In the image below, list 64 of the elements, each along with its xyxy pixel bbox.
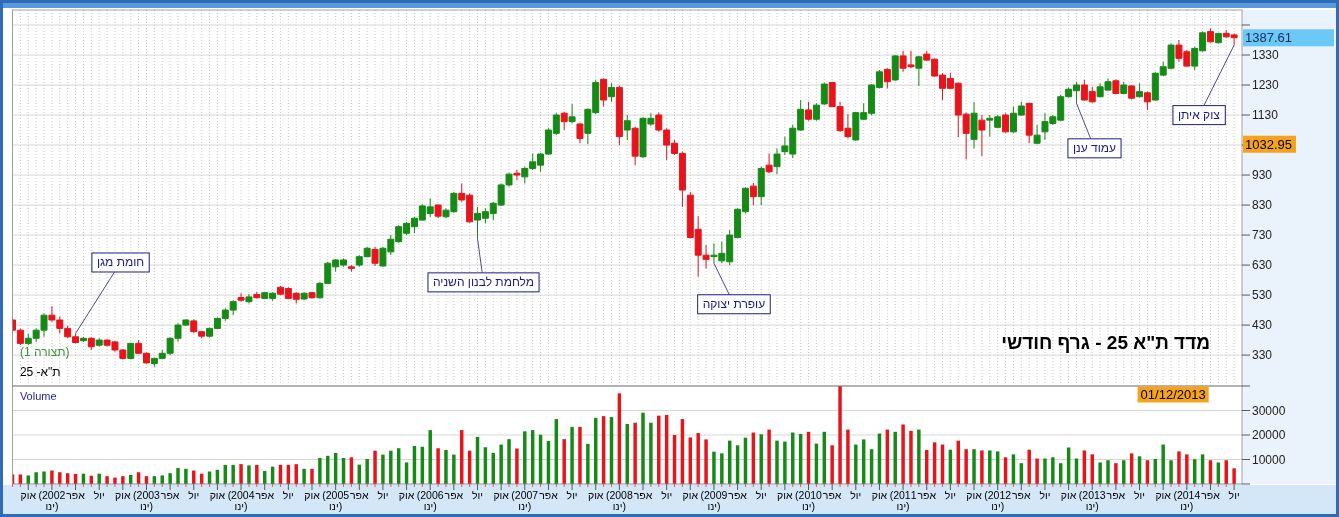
- x-tick-label: אוק: [1060, 489, 1077, 501]
- y-tick-label: 20000: [1252, 428, 1286, 442]
- annotation: חומת מגן: [96, 255, 145, 270]
- annotation: (תצורה 1): [19, 345, 70, 360]
- x-tick-label: אוק: [966, 489, 983, 501]
- y-tick-label: 930: [1252, 168, 1273, 183]
- y-tick-label: 30000: [1252, 403, 1286, 418]
- x-tick-label: אוק: [1155, 489, 1172, 501]
- x-tick-label: יול: [566, 489, 578, 501]
- x-tick-label: אפר: [1106, 489, 1126, 501]
- y-tick-label: 530: [1252, 288, 1273, 303]
- x-tick-label: יול: [188, 489, 200, 501]
- x-tick-label: אפר: [728, 489, 748, 501]
- x-tick-label: יול: [1228, 489, 1240, 501]
- x-tick-label: יול: [471, 489, 484, 501]
- x-tick-label: אפר: [444, 489, 464, 501]
- annotation: עופרת יצוקה: [702, 297, 766, 312]
- y-tick-label: 730: [1252, 228, 1273, 243]
- y-tick-label: 430: [1252, 318, 1273, 333]
- x-tick-label: אוק: [398, 489, 415, 501]
- y-tick-label: 830: [1252, 198, 1273, 213]
- x-tick-label: אוק: [682, 489, 699, 501]
- x-tick-label: אוק: [115, 489, 131, 501]
- x-tick-label: אפר: [349, 489, 369, 501]
- chart-title: Volume: [19, 389, 57, 402]
- annotation: עמוד ענן: [1072, 141, 1117, 156]
- annotation: צוק איתן: [1177, 108, 1221, 123]
- x-tick-label: אפר: [822, 489, 842, 501]
- x-tick-label: אוק: [493, 489, 510, 501]
- x-tick-label: אפר: [160, 489, 180, 501]
- text: 1032.95: [1245, 136, 1292, 152]
- x-tick-label: יול: [1134, 489, 1146, 501]
- y-tick-label: 10000: [1252, 452, 1286, 467]
- x-tick-label: אפר: [633, 489, 653, 501]
- y-tick-label: 1230: [1252, 78, 1280, 93]
- x-tick-label: אוק: [209, 489, 226, 501]
- x-tick-label: יול: [282, 489, 294, 501]
- x-tick-label: אוק: [20, 489, 37, 501]
- text: 1387.61: [1245, 30, 1292, 46]
- x-tick-label: יול: [377, 489, 389, 501]
- annotation: 01/12/2013: [1140, 387, 1206, 402]
- x-tick-label: יול: [1039, 489, 1051, 501]
- x-tick-label: אפר: [539, 489, 559, 501]
- x-tick-label: אוק: [587, 489, 604, 501]
- x-tick-label: יול: [661, 489, 673, 501]
- y-tick-label: 630: [1252, 258, 1273, 273]
- x-tick-label: אפר: [1012, 489, 1032, 501]
- x-tick-label: אפר: [1201, 489, 1221, 501]
- y-tick-label: 330: [1252, 348, 1273, 363]
- x-tick-label: אוק: [777, 489, 794, 501]
- x-tick-label: יול: [755, 489, 767, 501]
- annotation: מלחמת לבנון השניה: [432, 275, 535, 290]
- x-tick-label: אפר: [66, 489, 86, 501]
- text: מדד ת"א 25 - גרף חודשי: [1001, 331, 1211, 353]
- y-tick-label: 1330: [1252, 48, 1280, 63]
- x-tick-label: אפר: [255, 489, 275, 501]
- x-tick-label: יול: [944, 489, 956, 501]
- annotation: ת"א- 25: [19, 365, 61, 380]
- x-tick-label: אוק: [304, 489, 321, 501]
- y-tick-label: 1130: [1252, 108, 1279, 123]
- x-tick-label: יול: [93, 489, 105, 501]
- x-tick-label: יול: [850, 489, 862, 501]
- x-tick-label: אפר: [917, 489, 937, 501]
- x-tick-label: אוק: [871, 489, 888, 501]
